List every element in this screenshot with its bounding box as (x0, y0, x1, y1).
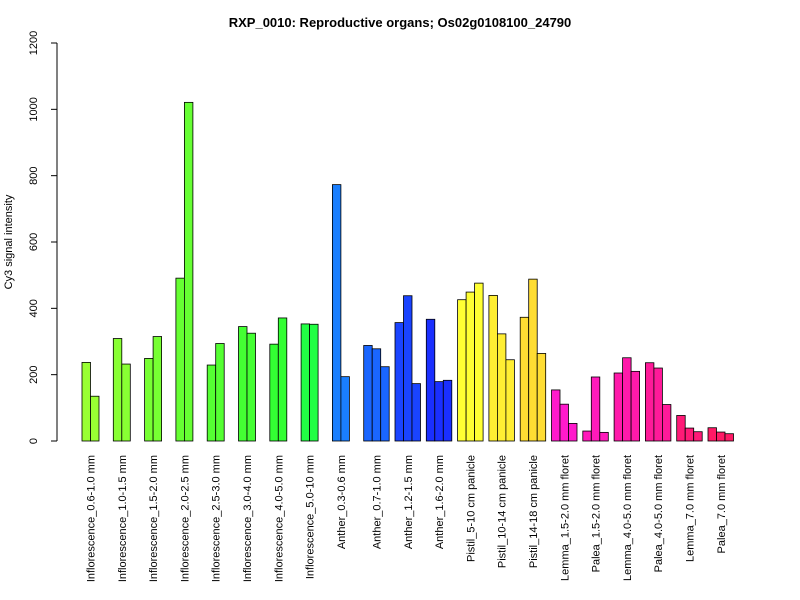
bar (411, 383, 421, 442)
category-label: Lemma_4.0-5.0 mm floret (622, 455, 634, 581)
bar (206, 364, 217, 442)
bar (724, 433, 734, 442)
bar (340, 376, 350, 442)
bar (613, 372, 623, 442)
category-label: Palea_1.5-2.0 mm floret (591, 455, 603, 572)
bar (590, 376, 601, 442)
category-label: Lemma_1.5-2.0 mm floret (559, 455, 571, 581)
bar (528, 278, 538, 442)
bar (309, 323, 319, 442)
bar (277, 317, 288, 442)
y-tick-label: 600 (28, 233, 40, 251)
bar (442, 379, 453, 442)
bar (693, 431, 703, 442)
bar (215, 343, 225, 442)
category-labels: Inflorescence_0.6-1.0 mm Inflorescence_1.… (86, 455, 728, 582)
category-label: Palea_7.0 mm floret (716, 455, 728, 553)
bar (599, 431, 609, 442)
bar (300, 323, 311, 442)
category-label: Pistil_10-14 cm panicle (497, 455, 509, 568)
bar (380, 366, 390, 442)
bar (269, 343, 279, 442)
bar (496, 333, 507, 442)
category-label: Anther_1.6-2.0 mm (434, 455, 446, 549)
bar (175, 277, 185, 442)
bar (152, 336, 163, 442)
category-label: Inflorescence_2.5-3.0 mm (211, 455, 223, 582)
bar (363, 345, 373, 442)
bar (246, 332, 256, 442)
category-label: Lemma_7.0 mm floret (684, 455, 696, 562)
bar (519, 316, 530, 442)
y-tick-label: 0 (28, 438, 40, 444)
bar (465, 291, 476, 442)
bars (81, 101, 734, 442)
y-tick-label: 200 (28, 365, 40, 383)
category-label: Inflorescence_3.0-4.0 mm (242, 455, 254, 582)
bar (653, 367, 663, 442)
bar (676, 415, 686, 442)
bar (716, 431, 726, 442)
bar (684, 427, 695, 442)
bar (622, 357, 632, 442)
category-label: Inflorescence_1.5-2.0 mm (148, 455, 160, 582)
bar (331, 184, 342, 442)
bar (81, 361, 91, 442)
bar (238, 326, 248, 442)
bar (662, 404, 672, 442)
category-label: Inflorescence_5.0-10 mm (305, 455, 317, 579)
bar (394, 322, 404, 442)
bar (645, 362, 655, 442)
bar (551, 389, 561, 442)
y-tick-label: 1200 (28, 31, 40, 55)
bar (536, 353, 547, 442)
y-axis: 0 200 400 600 800 1000 1200 (28, 31, 58, 444)
category-label: Inflorescence_1.0-1.5 mm (117, 455, 129, 582)
bar (505, 359, 515, 442)
bar (112, 338, 123, 442)
category-label: Inflorescence_2.0-2.5 mm (179, 455, 191, 582)
category-label: Pistil_5-10 cm panicle (465, 455, 477, 562)
bar (425, 318, 436, 442)
category-label: Anther_1.2-1.5 mm (403, 455, 415, 549)
y-tick-label: 800 (28, 166, 40, 184)
bar (434, 381, 444, 442)
bar (630, 370, 640, 442)
y-tick-label: 1000 (28, 97, 40, 121)
y-tick-label: 400 (28, 299, 40, 317)
bar (707, 427, 717, 442)
category-label: Anther_0.3-0.6 mm (336, 455, 348, 549)
category-label: Inflorescence_0.6-1.0 mm (86, 455, 98, 582)
bar (144, 358, 154, 442)
chart-title: RXP_0010: Reproductive organs; Os02g0108… (229, 15, 572, 30)
bar (488, 294, 498, 442)
category-label: Anther_0.7-1.0 mm (371, 455, 383, 549)
bar (474, 282, 484, 442)
bar (371, 348, 382, 442)
bar (90, 395, 100, 442)
bar (568, 423, 578, 442)
bar (582, 430, 592, 442)
category-label: Pistil_14-18 cm panicle (528, 455, 540, 568)
category-label: Palea_4.0-5.0 mm floret (653, 455, 665, 572)
bar (559, 403, 569, 442)
bar (183, 101, 194, 442)
bar (121, 363, 131, 442)
bar (403, 295, 413, 442)
y-axis-label: Cy3 signal intensity (3, 194, 15, 289)
category-label: Inflorescence_4.0-5.0 mm (273, 455, 285, 582)
bar (457, 299, 467, 442)
